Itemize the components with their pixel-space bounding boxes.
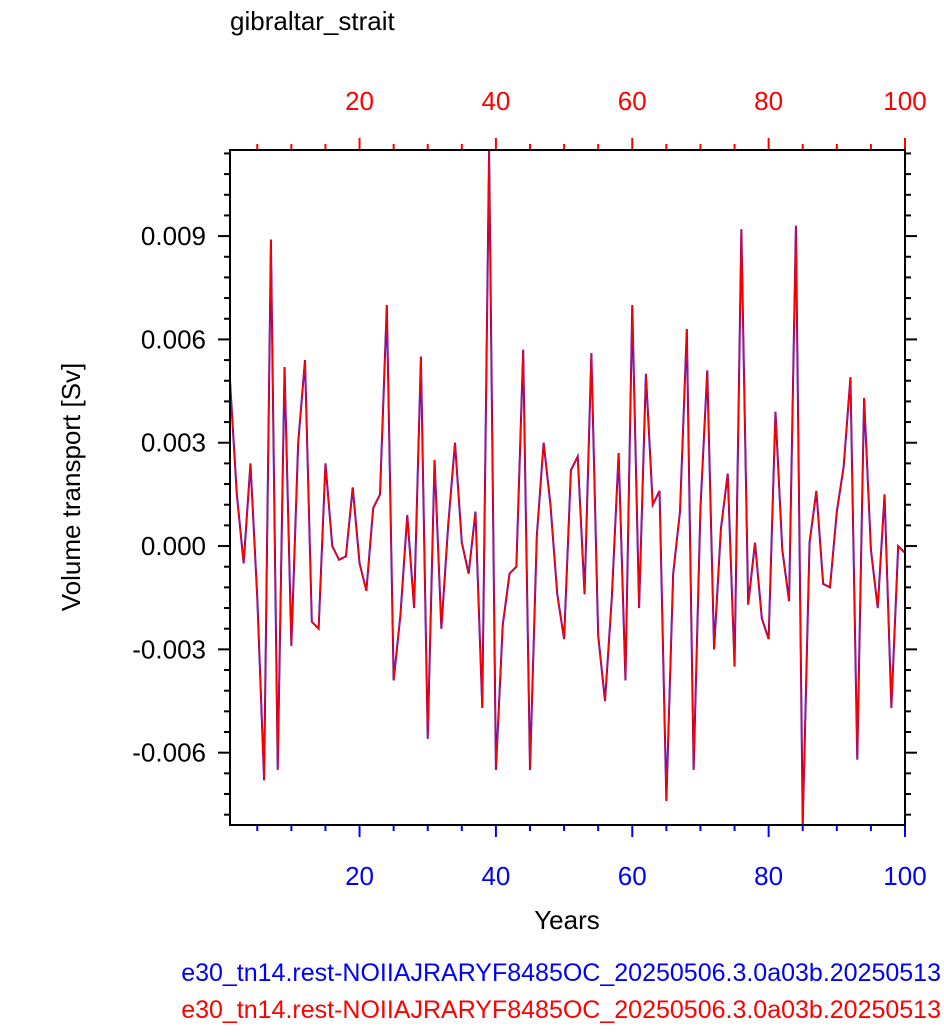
plot-area (230, 150, 905, 825)
x-tick-label-bottom: 20 (345, 861, 374, 891)
x-tick-label-bottom: 100 (883, 861, 926, 891)
x-tick-label-bottom: 40 (481, 861, 510, 891)
series-2-name: e30_tn14.rest-NOIIAJRARYF8485OC_20250506… (181, 996, 941, 1024)
series-layer (230, 150, 905, 825)
plot-frame (229, 149, 906, 826)
x-tick-label-top: 60 (618, 86, 647, 116)
left-axis: -0.006 -0.003 0.000 0.003 0.006 0.009 (132, 152, 230, 816)
x-axis-label: Years (534, 905, 600, 935)
y-tick-label: 0.009 (141, 221, 206, 251)
bottom-axis: 20 40 60 80 100 (256, 825, 927, 891)
top-axis: 20 40 60 80 100 (256, 86, 927, 150)
series-1-line (230, 150, 905, 825)
x-tick-label-top: 100 (883, 86, 926, 116)
series-2-line (230, 150, 905, 825)
y-tick-label: -0.006 (132, 738, 206, 768)
x-tick-label-top: 40 (481, 86, 510, 116)
y-axis-label: Volume transport [Sv] (56, 363, 86, 612)
series-1-name: e30_tn14.rest-NOIIAJRARYF8485OC_20250506… (181, 959, 941, 987)
x-tick-label-top: 20 (345, 86, 374, 116)
x-tick-label-bottom: 80 (754, 861, 783, 891)
x-tick-label-top: 80 (754, 86, 783, 116)
y-tick-label: 0.006 (141, 324, 206, 354)
chart-title: gibraltar_strait (230, 6, 396, 36)
y-tick-label: -0.003 (132, 634, 206, 664)
x-tick-label-bottom: 60 (618, 861, 647, 891)
right-axis (905, 152, 917, 816)
y-tick-label: 0.000 (141, 531, 206, 561)
y-tick-label: 0.003 (141, 428, 206, 458)
